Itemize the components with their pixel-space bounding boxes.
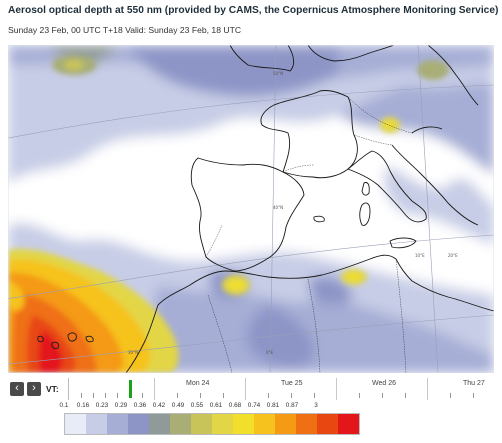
legend-tick: 0.61 — [209, 402, 223, 409]
valid-time-subtitle: Sunday 23 Feb, 00 UTC T+18 Valid: Sunday… — [8, 25, 242, 35]
lon-label-10e: 10°E — [415, 253, 425, 258]
lon-label-20e: 20°E — [448, 253, 458, 258]
legend-swatch — [296, 414, 317, 434]
time-tick[interactable] — [450, 393, 451, 398]
color-legend — [64, 413, 360, 435]
page-title: Aerosol optical depth at 550 nm (provide… — [8, 5, 499, 16]
time-tick[interactable] — [291, 393, 292, 398]
day-label-thu27[interactable]: Thu 27 — [463, 380, 485, 387]
legend-swatch — [317, 414, 338, 434]
legend-swatch — [86, 414, 107, 434]
graticule — [8, 45, 494, 373]
legend-tick: 0.74 — [247, 402, 261, 409]
time-tick[interactable] — [200, 393, 201, 398]
aerosol-map[interactable]: 40°N 50°N 0°E 10°E 20°E 30°N — [8, 45, 494, 373]
time-cursor[interactable] — [129, 380, 132, 398]
day-separator — [427, 378, 428, 400]
day-separator — [336, 378, 337, 400]
legend-tick: 0.23 — [95, 402, 109, 409]
legend-tick-labels: 0.1 0.16 0.23 0.29 0.36 0.42 0.49 0.55 0… — [60, 402, 320, 412]
coastlines — [37, 45, 494, 373]
day-separator — [245, 378, 246, 400]
legend-swatch — [254, 414, 275, 434]
legend-swatch — [233, 414, 254, 434]
day-separator — [154, 378, 155, 400]
legend-swatch — [65, 414, 86, 434]
aerosol-hotspots — [52, 55, 449, 295]
time-tick[interactable] — [142, 393, 143, 398]
legend-tick: 0.1 — [59, 402, 69, 409]
legend-tick: 0.29 — [114, 402, 128, 409]
time-tick[interactable] — [268, 393, 269, 398]
legend-tick: 0.81 — [266, 402, 280, 409]
time-tick[interactable] — [117, 393, 118, 398]
time-tick[interactable] — [93, 393, 94, 398]
vt-label: VT: — [46, 384, 59, 394]
day-label-wed26[interactable]: Wed 26 — [372, 380, 396, 387]
legend-swatch — [149, 414, 170, 434]
aerosol-field — [8, 45, 494, 373]
legend-swatch — [107, 414, 128, 434]
lon-label-0e: 0°E — [266, 350, 274, 355]
time-tick[interactable] — [105, 393, 106, 398]
time-tick[interactable] — [405, 393, 406, 398]
legend-tick: 0.36 — [133, 402, 147, 409]
legend-swatch — [191, 414, 212, 434]
legend-tick: 0.87 — [285, 402, 299, 409]
legend-tick: 0.49 — [171, 402, 185, 409]
day-label-mon24[interactable]: Mon 24 — [186, 380, 210, 387]
time-tick[interactable] — [81, 393, 82, 398]
legend-swatch — [128, 414, 149, 434]
lat-label-40n: 40°N — [273, 205, 283, 210]
legend-tick: 0.16 — [76, 402, 90, 409]
graticule-labels: 40°N 50°N 0°E 10°E 20°E 30°N — [128, 71, 458, 355]
time-tick[interactable] — [314, 393, 315, 398]
time-tick[interactable] — [223, 393, 224, 398]
time-tick[interactable] — [382, 393, 383, 398]
timeline-bar: ‹ › VT: Mon 24 Tue 25 Wed 26 Thu 27 — [8, 376, 494, 401]
legend-tick: 3 — [314, 402, 318, 409]
time-tick[interactable] — [473, 393, 474, 398]
legend-tick: 0.68 — [228, 402, 242, 409]
legend-swatch — [212, 414, 233, 434]
legend-tick: 0.42 — [152, 402, 166, 409]
chevron-right-icon[interactable]: › — [27, 382, 41, 396]
lat-label-50n: 50°N — [273, 71, 283, 76]
day-label-tue25[interactable]: Tue 25 — [281, 380, 303, 387]
legend-swatch — [170, 414, 191, 434]
legend-swatch — [275, 414, 296, 434]
time-tick[interactable] — [359, 393, 360, 398]
time-slider[interactable]: Mon 24 Tue 25 Wed 26 Thu 27 — [68, 378, 495, 400]
country-borders — [205, 96, 413, 373]
legend-swatch — [338, 414, 359, 434]
chevron-left-icon[interactable]: ‹ — [10, 382, 24, 396]
legend-tick: 0.55 — [190, 402, 204, 409]
lat-label-30n: 30°N — [128, 350, 138, 355]
time-tick[interactable] — [177, 393, 178, 398]
